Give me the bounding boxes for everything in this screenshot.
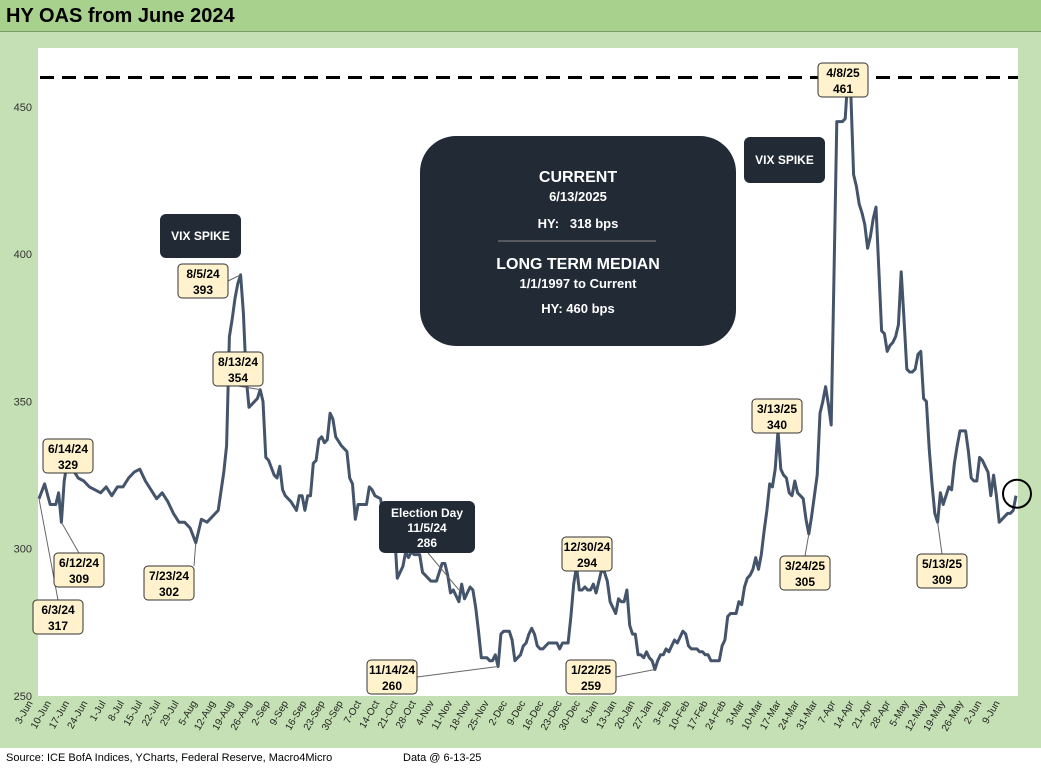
callout-leader (416, 666, 499, 678)
callout-date: 6/12/24 (59, 556, 99, 570)
callout-value: 309 (69, 572, 89, 586)
callout: 5/13/25 309 (916, 553, 968, 589)
callout: 8/13/24 354 (212, 351, 264, 387)
info-current-date: 6/13/2025 (549, 189, 607, 204)
callout-value: 329 (58, 458, 78, 472)
callout-leader (615, 668, 655, 678)
x-tick-label: 9-Jun (981, 699, 1003, 726)
callout-value: 340 (767, 418, 787, 432)
callout-box (42, 438, 94, 474)
callout: 1/22/25 259 (565, 659, 617, 695)
hy-oas-chart: 250 300 350 400 450 3-Jun10-Jun17-Jun24-Jun1… (14, 48, 1032, 733)
callout-leader (60, 521, 80, 554)
callout: 6/12/24 309 (53, 552, 105, 588)
callout: 4/8/25 461 (817, 62, 869, 98)
info-median-hy: HY: 460 bps (541, 301, 614, 316)
callout-leader (193, 542, 197, 567)
callout-date: 11/14/24 (369, 663, 415, 677)
footer: Source: ICE BofA Indices, YCharts, Feder… (0, 748, 1041, 772)
y-tick-label-450: 450 (14, 102, 32, 114)
info-current-title: CURRENT (539, 169, 617, 186)
callout-date: 6/3/24 (41, 603, 75, 617)
callout-leader (237, 385, 261, 391)
callout-value: 461 (833, 82, 853, 96)
callout-date: 3/13/25 (757, 402, 797, 416)
election-day-date: 11/5/24 (407, 521, 447, 535)
callout-box (53, 552, 105, 588)
callout-value: 354 (228, 371, 248, 385)
callout-leader (804, 533, 810, 557)
callout: 3/13/25 340 (751, 398, 803, 434)
callout-date: 1/22/25 (571, 663, 611, 677)
callouts: 6/3/24 317 6/12/24 309 6/14/24 329 7/23/24 302 8… (32, 62, 968, 695)
callout-box (751, 398, 803, 434)
data-date-note: Data @ 6-13-25 (403, 752, 482, 764)
x-tick-label: 2-Jun (962, 699, 984, 726)
chart-title: HY OAS from June 2024 (6, 5, 235, 27)
callout-value: 259 (581, 679, 601, 693)
current-value-marker (1002, 478, 1032, 509)
callout-box (212, 351, 264, 387)
callout: 7/23/24 302 (143, 565, 195, 601)
callout-value: 393 (193, 283, 213, 297)
callout-date: 8/5/24 (186, 267, 220, 281)
y-tick-label-300: 300 (14, 544, 32, 556)
info-current-hy: HY: 318 bps (538, 216, 619, 231)
callout-value: 302 (159, 585, 179, 599)
callout: 3/24/25 305 (779, 555, 831, 591)
info-box: CURRENT 6/13/2025 HY: 318 bps LONG TERM … (420, 136, 736, 346)
hy-oas-series-line (37, 73, 1018, 671)
callout-leader (227, 274, 241, 282)
vix-spike-label: VIX SPIKE (755, 153, 814, 167)
callout-value: 317 (48, 619, 68, 633)
callout-value: 305 (795, 575, 815, 589)
callout-date: 5/13/25 (922, 557, 962, 571)
x-axis: 3-Jun10-Jun17-Jun24-Jun1-Jul8-Jul15-Jul2… (14, 698, 1003, 733)
callout-date: 3/24/25 (785, 559, 825, 573)
callout-date: 6/14/24 (48, 442, 88, 456)
vix-spike-label: VIX SPIKE (171, 229, 230, 243)
y-axis: 250 300 350 400 450 (14, 102, 32, 703)
callout-box (561, 536, 613, 572)
info-median-range: 1/1/1997 to Current (519, 276, 637, 291)
callout-box (817, 62, 869, 98)
callout-box (32, 599, 84, 635)
callout: 6/14/24 329 (42, 438, 94, 474)
y-tick-label-350: 350 (14, 396, 32, 408)
election-day-title: Election Day (391, 506, 463, 520)
callout-box (366, 659, 418, 695)
callout-box (177, 263, 229, 299)
callout: 6/3/24 317 (32, 599, 84, 635)
callout-date: 12/30/24 (564, 540, 611, 554)
callout-date: 7/23/24 (149, 569, 189, 583)
info-median-title: LONG TERM MEDIAN (496, 256, 660, 273)
vix-spike-box (160, 214, 241, 258)
title-bar: HY OAS from June 2024 (0, 0, 1041, 32)
callout: 11/14/24 260 (366, 659, 418, 695)
election-day-value: 286 (417, 536, 437, 550)
election-leader (427, 552, 460, 591)
callout-box (565, 659, 617, 695)
callout-date: 8/13/24 (218, 355, 258, 369)
callout-value: 260 (382, 679, 402, 693)
callout-date: 4/8/25 (826, 66, 860, 80)
x-tick-label: 1-Jul (88, 699, 108, 723)
callout: 12/30/24 294 (561, 536, 613, 572)
callout: 8/5/24 393 (177, 263, 229, 299)
callout-leader (937, 522, 943, 555)
callout-box (916, 553, 968, 589)
y-tick-label-250: 250 (14, 691, 32, 703)
callout-box (779, 555, 831, 591)
y-tick-label-400: 400 (14, 249, 32, 261)
vix-spike-box (744, 137, 825, 183)
callout-box (143, 565, 195, 601)
election-day-box (379, 501, 475, 553)
source-note: Source: ICE BofA Indices, YCharts, Feder… (6, 752, 333, 764)
callout-value: 309 (932, 573, 952, 587)
callout-value: 294 (577, 556, 597, 570)
